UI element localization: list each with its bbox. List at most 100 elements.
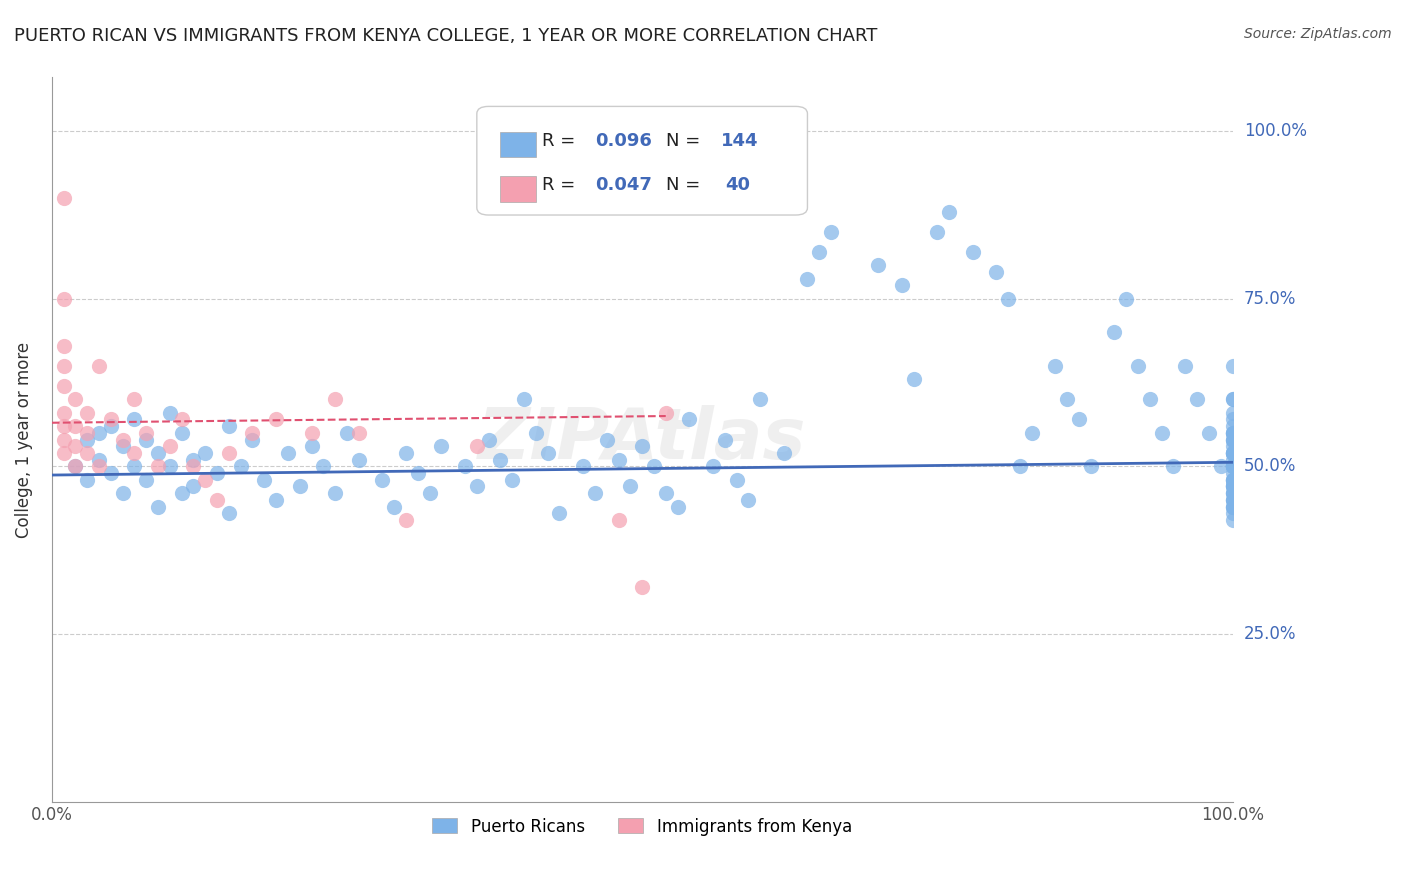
Point — [631, 439, 654, 453]
Point — [643, 459, 665, 474]
Point — [513, 392, 536, 407]
Point — [87, 425, 110, 440]
Text: 100.0%: 100.0% — [1244, 122, 1306, 140]
Point — [1163, 459, 1185, 474]
FancyBboxPatch shape — [477, 106, 807, 215]
Point — [52, 359, 75, 373]
Point — [1222, 459, 1244, 474]
Point — [1222, 446, 1244, 460]
Point — [1222, 486, 1244, 500]
Point — [135, 473, 157, 487]
Point — [100, 412, 122, 426]
Point — [135, 425, 157, 440]
Point — [1222, 466, 1244, 480]
Point — [1222, 446, 1244, 460]
Point — [264, 412, 287, 426]
Point — [52, 379, 75, 393]
Point — [1021, 425, 1043, 440]
Point — [1222, 439, 1244, 453]
Point — [395, 446, 418, 460]
Point — [1222, 479, 1244, 493]
Point — [1222, 479, 1244, 493]
Point — [170, 486, 193, 500]
Point — [1222, 513, 1244, 527]
Text: 25.0%: 25.0% — [1244, 625, 1296, 643]
Point — [76, 433, 98, 447]
Point — [159, 459, 181, 474]
Point — [65, 459, 87, 474]
Point — [938, 204, 960, 219]
Y-axis label: College, 1 year or more: College, 1 year or more — [15, 342, 32, 538]
Point — [65, 392, 87, 407]
Point — [1209, 459, 1232, 474]
Point — [1222, 392, 1244, 407]
Point — [183, 479, 205, 493]
Point — [194, 473, 217, 487]
Point — [1222, 473, 1244, 487]
Text: N =: N = — [666, 132, 706, 150]
Point — [537, 446, 560, 460]
Point — [1222, 433, 1244, 447]
Point — [52, 419, 75, 434]
Point — [76, 446, 98, 460]
Point — [1222, 459, 1244, 474]
Point — [1008, 459, 1031, 474]
Text: PUERTO RICAN VS IMMIGRANTS FROM KENYA COLLEGE, 1 YEAR OR MORE CORRELATION CHART: PUERTO RICAN VS IMMIGRANTS FROM KENYA CO… — [14, 27, 877, 45]
Point — [87, 452, 110, 467]
Point — [146, 459, 169, 474]
Point — [714, 433, 737, 447]
Point — [1222, 446, 1244, 460]
Text: 144: 144 — [721, 132, 759, 150]
Point — [1115, 292, 1137, 306]
Point — [347, 425, 370, 440]
Point — [183, 459, 205, 474]
Point — [489, 452, 512, 467]
Text: ZIPAtlas: ZIPAtlas — [478, 405, 807, 474]
Point — [607, 452, 630, 467]
Point — [124, 459, 146, 474]
Point — [419, 486, 441, 500]
FancyBboxPatch shape — [501, 132, 536, 158]
Point — [205, 492, 228, 507]
Point — [111, 486, 134, 500]
Point — [737, 492, 759, 507]
Point — [465, 439, 488, 453]
Point — [336, 425, 359, 440]
Text: 40: 40 — [725, 176, 749, 194]
Point — [371, 473, 394, 487]
Point — [666, 500, 689, 514]
Point — [986, 265, 1008, 279]
Text: 75.0%: 75.0% — [1244, 290, 1296, 308]
Point — [76, 425, 98, 440]
Point — [524, 425, 547, 440]
Point — [124, 392, 146, 407]
Point — [1185, 392, 1208, 407]
Point — [1045, 359, 1067, 373]
Point — [1222, 492, 1244, 507]
Point — [655, 406, 678, 420]
Point — [1104, 325, 1126, 339]
Point — [170, 425, 193, 440]
Point — [1222, 492, 1244, 507]
Point — [1198, 425, 1220, 440]
Point — [1222, 425, 1244, 440]
Point — [146, 446, 169, 460]
Point — [52, 191, 75, 205]
Point — [725, 473, 748, 487]
Point — [655, 486, 678, 500]
Point — [1222, 479, 1244, 493]
Point — [159, 439, 181, 453]
Point — [808, 244, 831, 259]
Point — [218, 446, 240, 460]
Text: 0.096: 0.096 — [595, 132, 652, 150]
Point — [347, 452, 370, 467]
Point — [1222, 473, 1244, 487]
Point — [1222, 412, 1244, 426]
Point — [242, 433, 264, 447]
Point — [548, 506, 571, 520]
Point — [65, 439, 87, 453]
Point — [1222, 500, 1244, 514]
Point — [52, 406, 75, 420]
Point — [1222, 479, 1244, 493]
Text: R =: R = — [541, 176, 581, 194]
